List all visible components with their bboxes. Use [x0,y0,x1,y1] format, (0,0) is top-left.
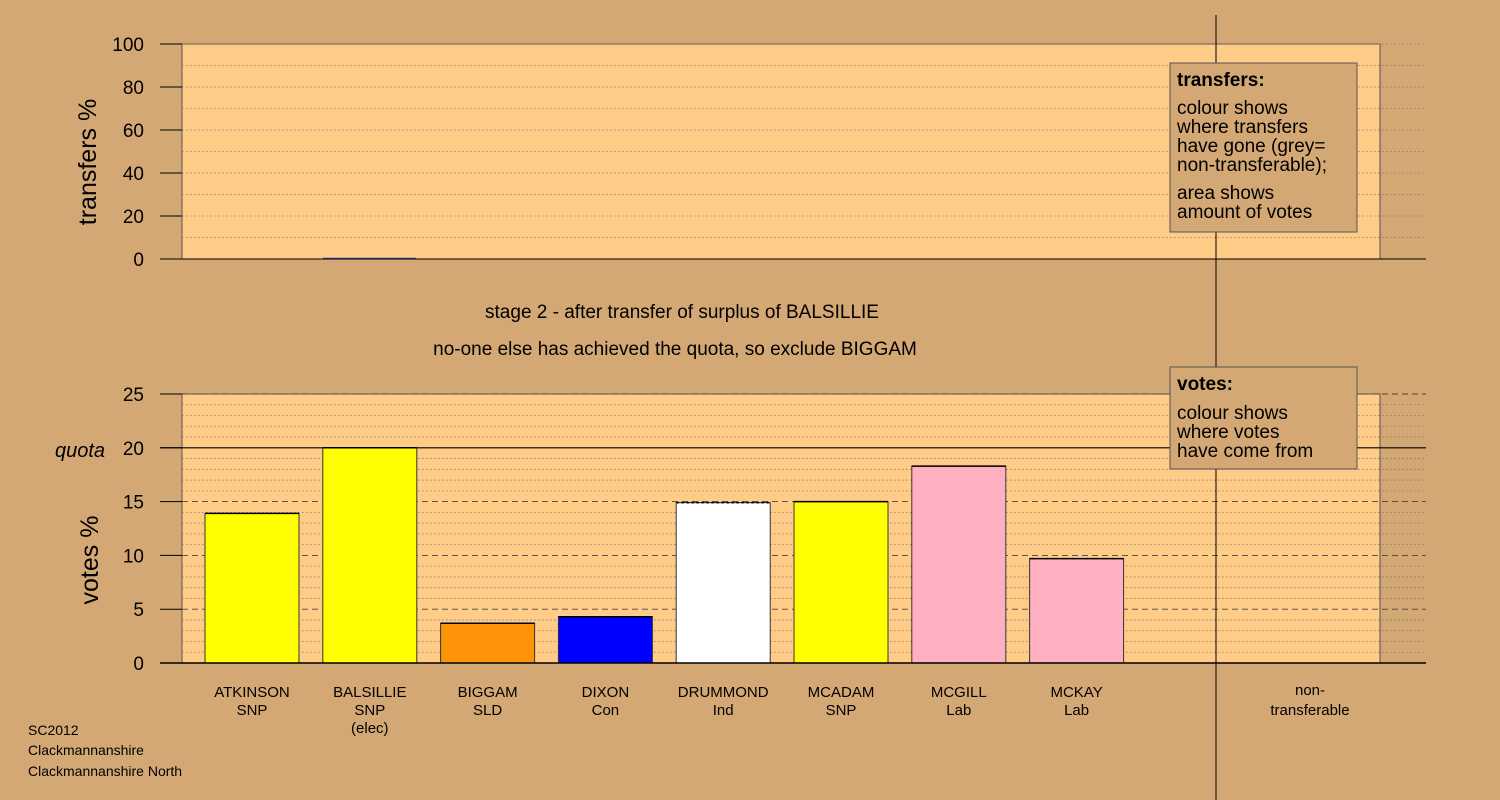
transfers-legend-line: area shows [1177,183,1274,204]
transfers-legend-line: have gone (grey= [1177,136,1325,157]
quota-label: quota [55,440,105,462]
candidate-name: BALSILLIE [333,684,406,701]
votes-bar [322,447,418,664]
candidate-name: DIXON [582,684,630,701]
transfers-tick-label: 100 [112,35,144,56]
transfers-legend-line: non-transferable); [1177,155,1327,176]
footer-ward: Clackmannanshire North [28,763,182,779]
candidate-name: DRUMMOND [678,684,769,701]
non-transferable-label: transferable [1270,702,1349,719]
transfers-y-axis-label: transfers % [74,99,102,225]
votes-bar [440,622,536,664]
candidate-name: ATKINSON [214,684,290,701]
votes-legend-line: colour shows [1177,403,1288,424]
candidate-party: Ind [713,702,734,719]
votes-tick-label: 0 [133,654,144,675]
transfers-legend: transfers: colour shows where transfers … [1169,62,1358,233]
transfers-legend-line: where transfers [1176,117,1308,138]
transfers-tick-label: 20 [123,207,144,228]
stage-decision: no-one else has achieved the quota, so e… [433,339,917,360]
footer-election: SC2012 [28,722,79,738]
votes-bar [911,465,1007,664]
votes-tick-label: 5 [133,600,144,621]
candidate-party: SNP [237,702,268,719]
votes-legend-line: have come from [1177,441,1313,462]
votes-bars [204,447,1125,664]
transfers-legend-title: transfers: [1177,70,1265,91]
transfers-tick-label: 0 [133,250,144,271]
candidate-name: MCGILL [931,684,987,701]
candidate-party: SNP [354,702,385,719]
votes-legend-line: where votes [1176,422,1279,443]
transfers-tick-label: 80 [123,78,144,99]
transfers-legend-line: amount of votes [1177,202,1312,223]
candidate-name: MCADAM [808,684,875,701]
footer-council: Clackmannanshire [28,742,144,758]
candidate-name: BIGGAM [458,684,518,701]
votes-bar [675,502,771,664]
candidate-party: Lab [1064,702,1089,719]
votes-bar [557,616,653,664]
votes-tick-label: 20 [123,439,144,460]
transfers-tick-label: 60 [123,121,144,142]
votes-y-axis-label: votes % [76,516,104,605]
candidate-name: MCKAY [1050,684,1102,701]
votes-bar [204,512,300,664]
transfers-legend-line: colour shows [1177,98,1288,119]
votes-tick-label: 10 [123,546,144,567]
votes-tick-label: 15 [123,493,144,514]
candidate-party: SNP [826,702,857,719]
votes-bar [1029,558,1125,664]
votes-tick-label: 25 [123,385,144,406]
votes-bar [793,501,889,664]
transfers-tick-label: 40 [123,164,144,185]
candidate-status: (elec) [351,720,389,737]
candidate-party: Con [592,702,620,719]
candidate-labels: ATKINSONSNPBALSILLIESNP(elec)BIGGAMSLDDI… [214,682,1349,737]
votes-y-ticks: 0 5 10 15 20 25 [123,385,182,675]
transfers-y-ticks: 0 20 40 60 80 100 [112,35,416,271]
votes-legend: votes: colour shows where votes have com… [1169,366,1358,470]
non-transferable-label: non- [1295,682,1325,699]
votes-legend-title: votes: [1177,374,1233,395]
stage-description: stage 2 - after transfer of surplus of B… [485,302,879,323]
candidate-party: Lab [946,702,971,719]
candidate-party: SLD [473,702,502,719]
